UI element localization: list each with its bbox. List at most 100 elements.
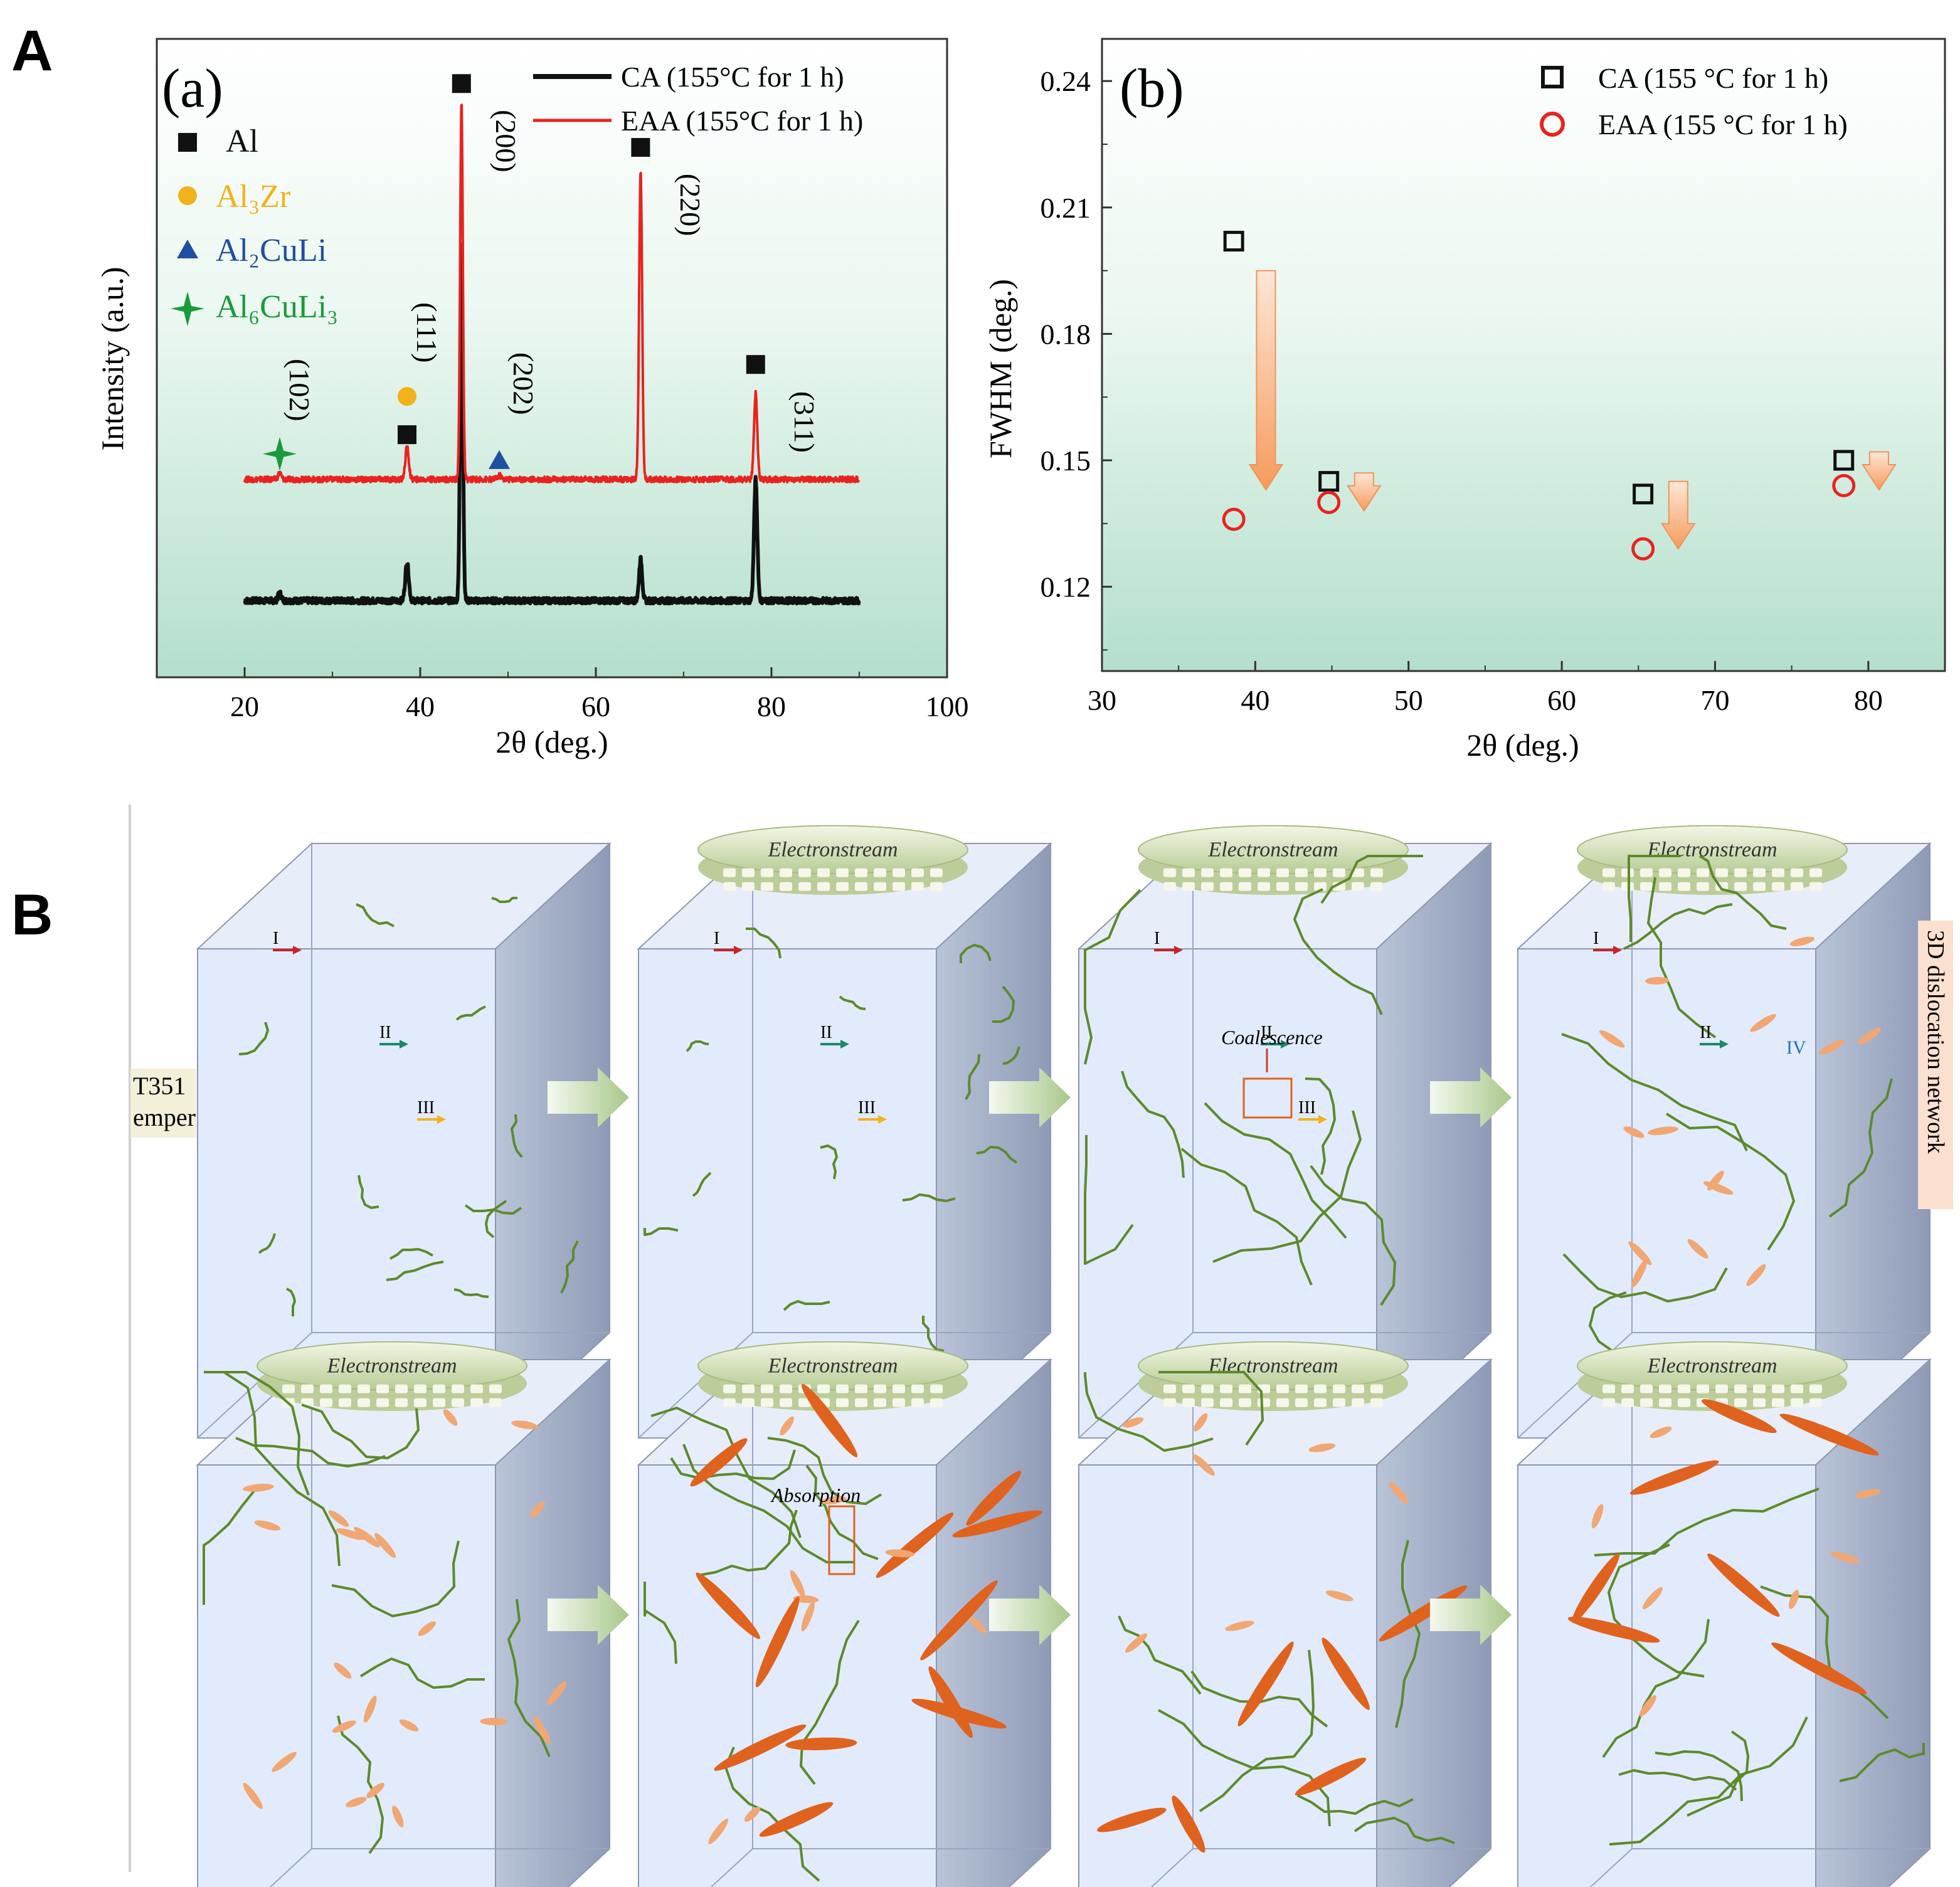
electrode-hole (1697, 868, 1709, 877)
precipitate (374, 1533, 396, 1558)
electrode-hole (930, 882, 943, 891)
electrode-hole (1734, 868, 1747, 877)
precipitate (1779, 1414, 1879, 1456)
box-back-edge (710, 1848, 753, 1887)
precipitate (759, 1802, 834, 1837)
electrode-hole (1659, 1384, 1671, 1393)
precipitate (1325, 1590, 1353, 1602)
electrode-hole (1295, 868, 1308, 877)
precipitate (1389, 1481, 1409, 1504)
fwhm-ca-point (1633, 484, 1654, 505)
dislocation-line (1158, 1371, 1264, 1446)
electrode-hole (1809, 1398, 1822, 1407)
dislocation-line (724, 1747, 820, 1882)
precipitate (336, 1528, 366, 1540)
precipitate (1707, 1553, 1780, 1617)
roman-iv-label: IV (1786, 1037, 1806, 1058)
fwhm-x-label: 2θ (deg.) (1466, 727, 1579, 763)
electrode-hole (1753, 1398, 1766, 1407)
electrode-hole (1276, 882, 1289, 891)
legend-label-eaa: EAA (155°C for 1 h) (621, 105, 863, 137)
precipitate (1194, 1413, 1208, 1432)
dislocation-line (960, 944, 992, 963)
xrd-peak-label: (311) (788, 391, 820, 453)
electrode-hole (1352, 1398, 1364, 1407)
xrd-peak-marker-square (746, 355, 765, 374)
electrode-hole (1753, 1384, 1766, 1393)
precipitate (1629, 1460, 1719, 1495)
electrode-hole (836, 1384, 849, 1393)
legend-label-eaa-b: EAA (155 °C for 1 h) (1598, 108, 1848, 140)
electrode-hole (1295, 1384, 1308, 1393)
electrode-hole (1258, 868, 1270, 877)
precipitate (328, 1510, 349, 1527)
box-side-face (1815, 842, 1931, 1440)
electrode-hole (1276, 1384, 1289, 1393)
electrode-hole (1370, 1384, 1383, 1393)
dislocation-line (1310, 1165, 1396, 1306)
dislocation-line (235, 1437, 386, 1467)
t351-tag-line2: emper (133, 1103, 196, 1131)
electrode-hole (742, 1398, 755, 1407)
t351-tag (130, 1069, 196, 1138)
dislocation-line (902, 1193, 956, 1202)
electrode-label: Electronstream (1207, 838, 1338, 861)
precipitate (1599, 1030, 1625, 1048)
box-back-edge (1589, 1848, 1633, 1887)
dislocation-line (1623, 903, 1733, 950)
dislocation-line (560, 1240, 579, 1294)
fwhm-eaa-point (1631, 537, 1655, 561)
electrode-hole (1734, 1398, 1747, 1407)
electrode-hole (1220, 1384, 1232, 1393)
electrode-hole (1772, 882, 1784, 891)
precipitate (885, 1549, 915, 1558)
coalescence-box (1242, 1077, 1293, 1119)
electrode-hole (1370, 1398, 1383, 1407)
annotation-arrowhead (734, 946, 743, 954)
precipitate (1746, 1264, 1766, 1286)
fwhm-eaa-point (1832, 473, 1856, 497)
dislocation-line (1698, 855, 1787, 930)
coalescence-label: Coalescence (1221, 1026, 1323, 1049)
dislocation-line (464, 1204, 522, 1215)
fwhm-axes: 30 40 50 60 70 80 0.12 0.15 0.18 0.21 0.24 (1041, 65, 1946, 716)
xrd-peak-label: (202) (507, 352, 539, 415)
xrd-annotations: (102) (111) (200) (202) (220) (311) (263, 74, 820, 471)
electrode-label: Electronstream (767, 838, 898, 861)
electrode-hole (723, 868, 736, 877)
electrode-hole (855, 868, 867, 877)
precipitate (1237, 1641, 1294, 1726)
electrode-hole (761, 1398, 773, 1407)
network-tag-label: 3D dislocation network (1922, 930, 1949, 1154)
dislocation-line (698, 1509, 798, 1577)
fwhm-eaa-point (1222, 507, 1246, 531)
fwhm-decrease-arrow (1347, 472, 1382, 512)
precipitate (785, 1737, 857, 1750)
dislocation-line (1084, 889, 1142, 1065)
electrode-hole (1772, 1384, 1784, 1393)
electrode-hole (1276, 1398, 1289, 1407)
electrode-hole (836, 882, 849, 891)
electrode-hole (1182, 868, 1195, 877)
electrode-hole (433, 1398, 445, 1407)
xrd-peak-marker-square (452, 74, 471, 93)
electrode-hole (1734, 882, 1747, 891)
dislocation-line (1084, 1372, 1214, 1452)
electrode-hole (723, 1398, 736, 1407)
electrode-hole (1333, 1398, 1345, 1407)
electrode-hole (376, 1384, 389, 1393)
dislocation-line (839, 995, 866, 1010)
precipitate (1225, 1620, 1254, 1631)
dislocation-line (301, 1403, 420, 1459)
precipitate (755, 1596, 800, 1688)
dislocation-line (491, 897, 517, 903)
roman-label-i: I (273, 929, 278, 948)
electrode-hole (1715, 868, 1728, 877)
phase-al2culi-label: Al₂CuLi (216, 233, 327, 268)
electrode-hole (1640, 1384, 1653, 1393)
dislocation-line (1665, 1113, 1795, 1251)
electrode-hole (1201, 882, 1214, 891)
electrode-hole (1220, 1398, 1232, 1407)
dislocation-line (1353, 1817, 1455, 1844)
